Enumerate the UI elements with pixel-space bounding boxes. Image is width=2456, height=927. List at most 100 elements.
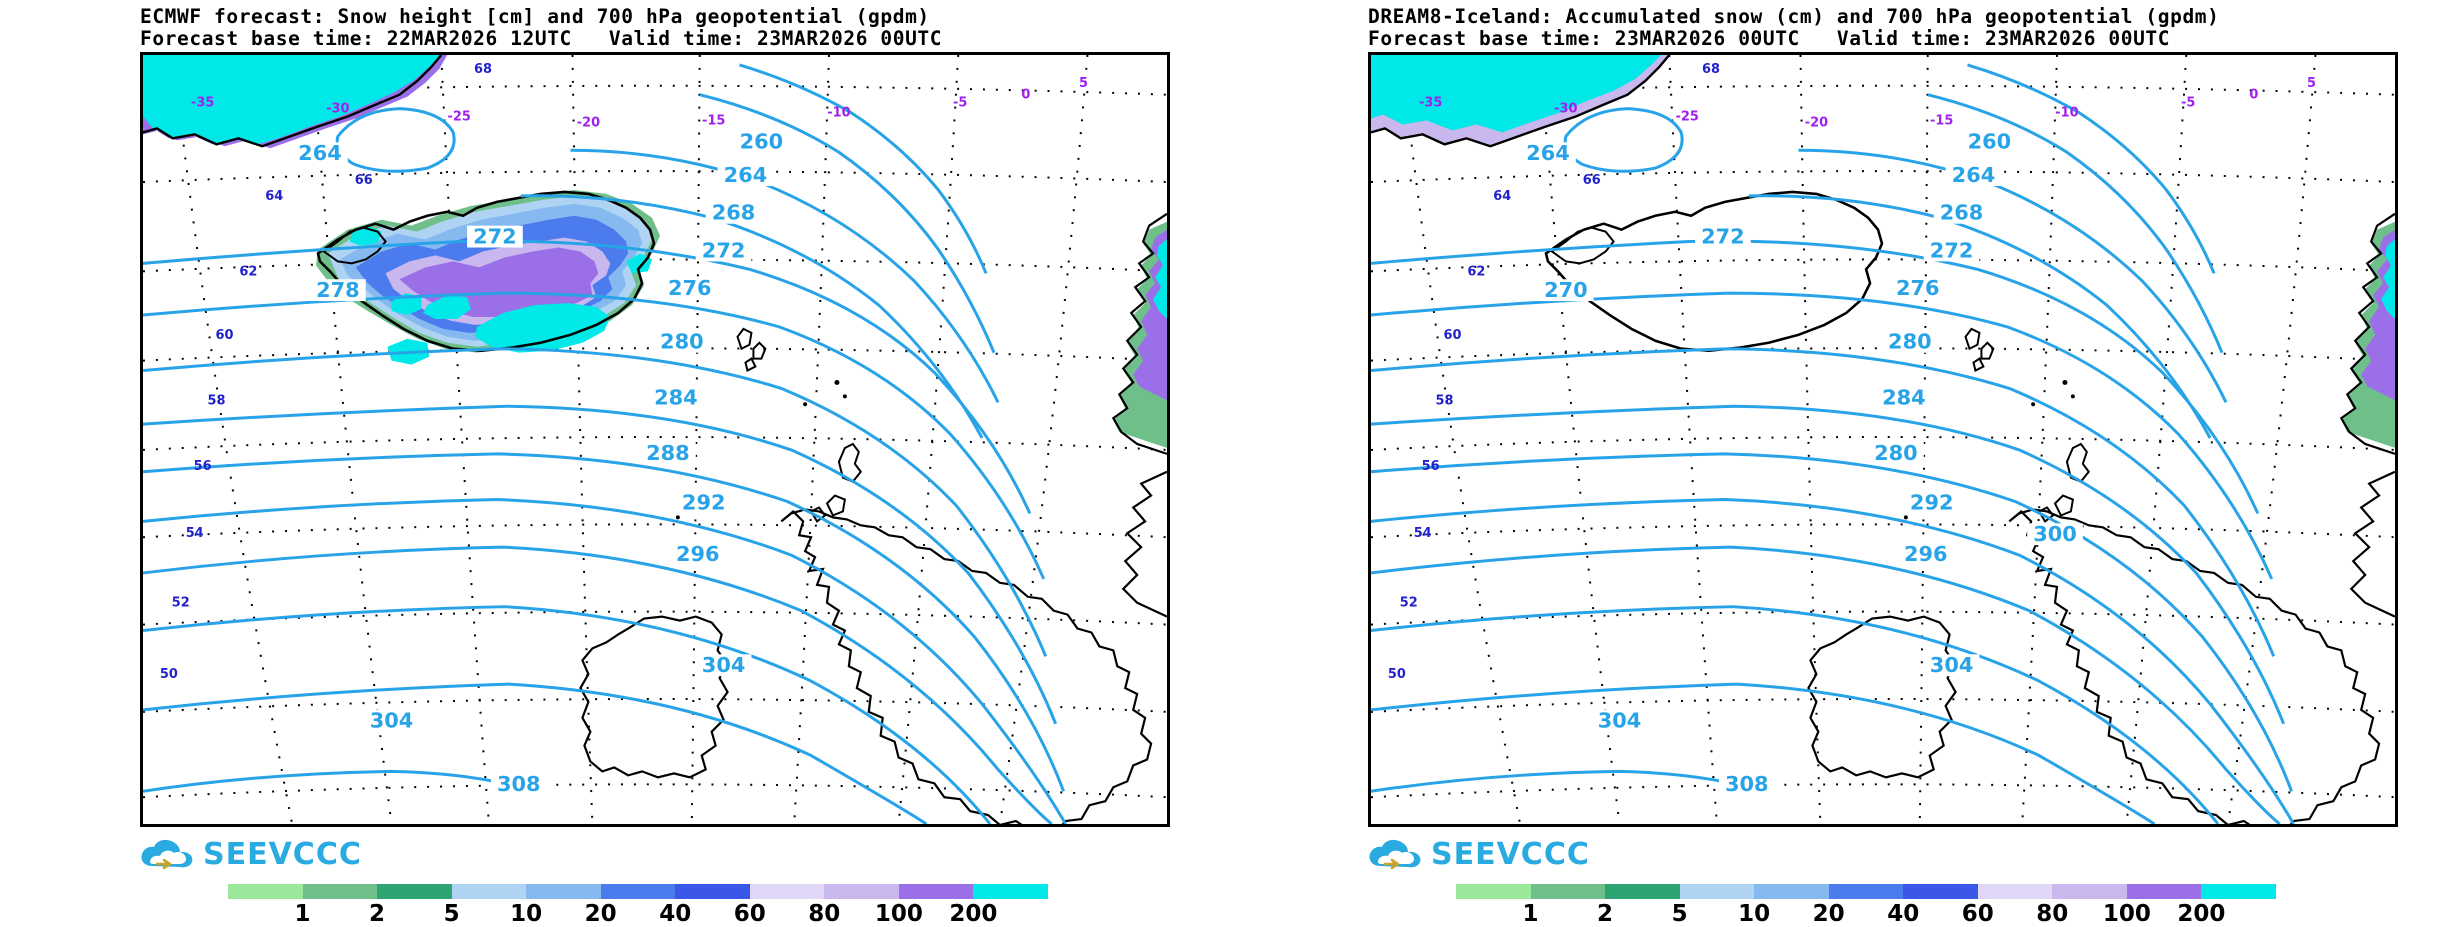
colorbar-swatch: [1903, 884, 1978, 899]
svg-text:292: 292: [1910, 490, 1954, 514]
panel-title-block-left: ECMWF forecast: Snow height [cm] and 700…: [140, 6, 1210, 50]
contour-label: 264: [1520, 141, 1576, 165]
panel-title-line1-right: DREAM8-Iceland: Accumulated snow (cm) an…: [1368, 5, 2220, 28]
geopotential-contours-left: [143, 63, 1067, 824]
contour-label: 272: [1923, 238, 1980, 262]
faroe-islands-right: [1964, 327, 1995, 372]
contour-label: 292: [1903, 490, 1960, 514]
svg-text:268: 268: [1940, 201, 1984, 225]
colorbar-tick: 2: [1597, 901, 1614, 927]
svg-text:264: 264: [724, 163, 768, 187]
contour-label: 264: [1945, 163, 2002, 187]
svg-text:304: 304: [1598, 709, 1642, 733]
svg-text:-25: -25: [447, 109, 470, 124]
faroe-islands-left: [736, 327, 767, 372]
colorbar-swatch: [898, 884, 974, 899]
svg-text:-15: -15: [702, 113, 725, 128]
contour-labels-right: 264 260 264 268 272 272 270 276 280 284 …: [1520, 129, 2083, 796]
colorbar-tick: 40: [659, 901, 692, 927]
contour-label: 308: [490, 772, 547, 796]
svg-text:284: 284: [654, 385, 698, 409]
colorbar-swatch: [377, 884, 452, 899]
colorbar-tick: 5: [1671, 901, 1688, 927]
colorbar-strip-left: [228, 884, 1049, 899]
colorbar-swatch: [675, 884, 750, 899]
panel-title-line2-left: Forecast base time: 22MAR2026 12UTC Vali…: [140, 27, 943, 50]
svg-text:54: 54: [186, 526, 204, 541]
svg-text:272: 272: [1701, 225, 1745, 249]
colorbar-swatch: [228, 884, 303, 899]
svg-text:300: 300: [2033, 522, 2077, 546]
contour-label: 272: [467, 225, 523, 249]
svg-text:50: 50: [160, 667, 178, 682]
svg-text:264: 264: [1526, 141, 1570, 165]
svg-text:66: 66: [355, 173, 373, 188]
colorbar-right: 1 2 5 10 20 40 60 80 100 200: [1456, 884, 2277, 927]
contour-label: 296: [1897, 542, 1954, 566]
contour-label: 284: [648, 385, 704, 409]
colorbar-tick: 40: [1887, 901, 1920, 927]
longitude-labels-right: -35 -30 -25 -20 -15 -10 -5 0 5: [1419, 76, 2316, 131]
contour-label: 272: [695, 238, 752, 262]
svg-text:66: 66: [1583, 173, 1601, 188]
cloud-icon-right: [1369, 839, 1421, 870]
contour-label: 300: [2027, 522, 2083, 546]
panel-title-line1-left: ECMWF forecast: Snow height [cm] and 700…: [140, 5, 930, 28]
svg-text:5: 5: [2307, 76, 2316, 91]
colorbar-ticks-right: 1 2 5 10 20 40 60 80 100 200: [1456, 899, 2276, 927]
norway-coast-right: [2339, 212, 2395, 618]
svg-text:-10: -10: [2055, 106, 2078, 121]
contour-label: 264: [292, 141, 348, 165]
contour-label: 304: [1923, 653, 1980, 677]
seevccc-logo-text-right: SEEVCCC: [1431, 837, 1590, 872]
colorbar-ticks-left: 1 2 5 10 20 40 60 80 100 200: [228, 899, 1048, 927]
seevccc-logo-left: SEEVCCC: [140, 838, 362, 872]
svg-text:276: 276: [1896, 276, 1940, 300]
british-isles-left: [579, 508, 1153, 824]
colorbar-tick: 60: [1961, 901, 1994, 927]
colorbar-swatch: [2201, 884, 2277, 899]
colorbar-tick: 200: [2177, 901, 2226, 927]
svg-text:268: 268: [712, 201, 756, 225]
svg-text:292: 292: [682, 490, 726, 514]
small-islands-left: [675, 379, 847, 520]
svg-text:56: 56: [194, 459, 212, 474]
svg-text:52: 52: [1400, 596, 1418, 611]
contour-label: 270: [1538, 278, 1594, 302]
svg-text:0: 0: [1021, 88, 1030, 103]
svg-text:-30: -30: [326, 102, 349, 117]
svg-text:-25: -25: [1675, 109, 1698, 124]
british-isles-right: [1807, 508, 2381, 824]
contour-label: 280: [1882, 330, 1938, 354]
svg-text:280: 280: [1888, 330, 1932, 354]
colorbar-swatch: [1754, 884, 1829, 899]
colorbar-swatch: [600, 884, 676, 899]
colorbar-swatch: [1977, 884, 2053, 899]
colorbar-tick: 10: [510, 901, 543, 927]
map-plot-left: 264 260 264 268 272 272 278 276 280 284 …: [140, 52, 1170, 827]
contour-label: 272: [1695, 225, 1751, 249]
iceland-snow-shading-left: [315, 189, 660, 365]
svg-text:64: 64: [265, 189, 283, 204]
svg-text:-10: -10: [827, 106, 850, 121]
contour-label: 260: [733, 129, 790, 153]
forecast-panel-ecmwf: ECMWF forecast: Snow height [cm] and 700…: [0, 0, 1228, 927]
svg-text:272: 272: [702, 238, 746, 262]
svg-text:62: 62: [239, 264, 257, 279]
svg-text:60: 60: [1444, 328, 1462, 343]
contour-label: 276: [661, 276, 718, 300]
svg-text:296: 296: [1904, 542, 1948, 566]
svg-text:272: 272: [473, 225, 517, 249]
colorbar-swatch: [973, 884, 1049, 899]
colorbar-swatch: [526, 884, 601, 899]
seevccc-logo-text-left: SEEVCCC: [203, 837, 362, 872]
colorbar-swatch: [1456, 884, 1531, 899]
contour-label: 280: [654, 330, 710, 354]
svg-text:288: 288: [646, 441, 690, 465]
svg-text:280: 280: [660, 330, 704, 354]
colorbar-swatch: [1605, 884, 1680, 899]
colorbar-tick: 20: [1812, 901, 1845, 927]
svg-text:56: 56: [1422, 459, 1440, 474]
colorbar-swatch: [1679, 884, 1755, 899]
